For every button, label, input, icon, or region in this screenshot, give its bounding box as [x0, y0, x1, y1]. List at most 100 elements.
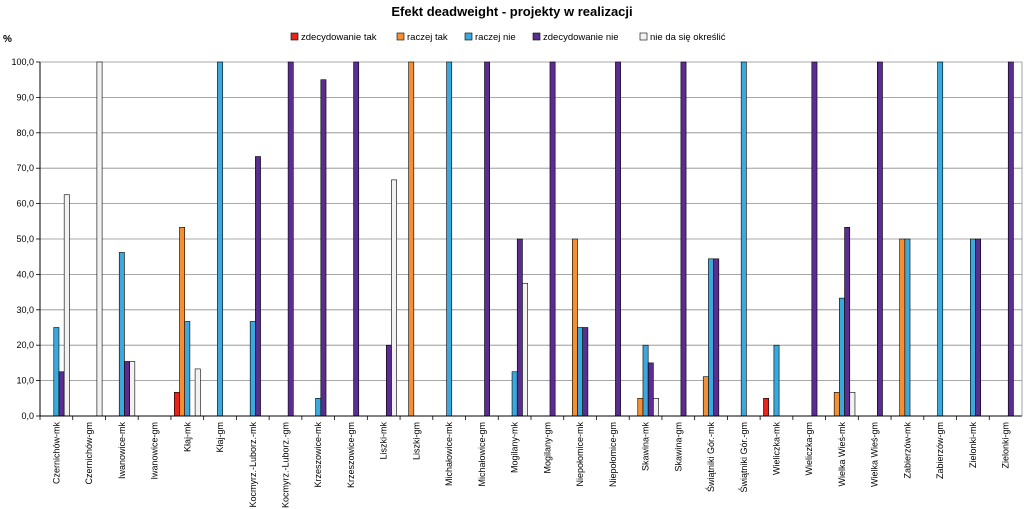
bar-raczej-nie-22: [773, 344, 780, 417]
x-tick-label: Iwanowice-gm: [150, 422, 160, 480]
legend: zdecydowanie tak raczej tak raczej nie zdec…: [290, 32, 726, 43]
gridlines: [40, 61, 1022, 417]
x-tick-label: Kłaj-gm: [215, 422, 225, 453]
legend-label-2: raczej nie: [475, 32, 516, 43]
x-tick-label: Czernichów-mk: [51, 422, 61, 485]
x-tick-label: Wielka Wieś-gm: [870, 422, 880, 487]
bar-zdecydowanie-nie-13: [484, 61, 490, 417]
bar-raczej-nie-28: [969, 238, 976, 417]
x-tick-label: Wielka Wieś-mk: [837, 422, 847, 487]
legend-swatch-0: [290, 32, 299, 41]
bar-zdecydowanie-nie-2: [124, 361, 130, 417]
bar-zdecydowanie-nie-0: [58, 371, 65, 417]
bar-zdecydowanie-nie-15: [549, 61, 556, 417]
x-tick-labels: Czernichów-mk Czernichów-gm Iwanowice-mk Iw…: [51, 422, 1010, 509]
bar-zdecydowanie-nie-18: [647, 362, 654, 417]
legend-swatch-1: [396, 32, 405, 41]
bar-raczej-tak-18: [637, 397, 644, 417]
bar-raczej-nie-20: [708, 258, 714, 417]
bar-raczej-nie-8: [315, 397, 322, 417]
y-tick-label: 40,0: [16, 269, 34, 279]
x-tick-label: Skawina-gm: [673, 422, 683, 472]
bar-raczej-tak-16: [571, 238, 578, 417]
bar-raczej-nie-12: [446, 61, 453, 417]
x-tick-label: Michałowice-gm: [477, 422, 487, 487]
y-tick-label: 30,0: [16, 305, 34, 315]
bar-raczej-nie-16: [577, 327, 583, 417]
x-tick-label: Liszki-gm: [411, 422, 421, 460]
bar-raczej-nie-2: [118, 252, 125, 417]
x-tick-label: Mogilany-gm: [542, 422, 552, 474]
x-tick-label: Wieliczka-gm: [804, 422, 814, 476]
bar-raczej-nie-14: [511, 371, 518, 417]
bar-zdecydowanie-tak-4: [174, 391, 180, 417]
x-tick-label: Skawina-mk: [641, 422, 651, 472]
bar-raczej-tak-11: [408, 61, 415, 417]
bar-zdecydowanie-nie-24: [844, 227, 851, 417]
bar-zdecydowanie-nie-29: [1007, 61, 1014, 417]
x-tick-label: Świątniki Gór.-mk: [705, 422, 716, 493]
y-tick-label: 80,0: [16, 128, 34, 138]
y-tick-label: 70,0: [16, 163, 34, 173]
bar-nie-da-się-określić-10: [391, 179, 397, 417]
bar-zdecydowanie-tak-22: [763, 397, 769, 417]
bar-nie-da-się-określić-1: [96, 61, 103, 417]
x-tick-label: Krzeszowice-mk: [313, 422, 323, 488]
bar-zdecydowanie-nie-8: [320, 79, 327, 417]
bar-zdecydowanie-nie-14: [516, 238, 523, 417]
y-tick-labels: 0,0 10,0 20,0 30,0 40,0 50,0 60,0 70,0 80,0 90,0 1…: [11, 57, 40, 421]
bar-raczej-tak-4: [179, 227, 185, 417]
bar-nie-da-się-określić-0: [63, 194, 70, 417]
y-tick-label: 0,0: [21, 411, 34, 421]
bar-zdecydowanie-nie-7: [287, 61, 294, 417]
bar-raczej-tak-24: [833, 391, 840, 417]
x-tick-label: Kocmyrz.-Luborz.-mk: [248, 422, 258, 508]
x-tick-label: Wieliczka-mk: [772, 422, 782, 475]
y-tick-label: 20,0: [16, 340, 34, 350]
bar-zdecydowanie-nie-20: [713, 258, 720, 417]
x-tick-label: Iwanowice-mk: [117, 422, 127, 480]
x-tick-label: Mogilany-mk: [510, 422, 520, 474]
x-tick-label: Czernichów-gm: [84, 422, 94, 485]
bar-raczej-nie-5: [217, 61, 223, 417]
x-tick-label: Krzeszowice-gm: [346, 422, 356, 488]
bar-raczej-nie-18: [642, 344, 649, 417]
x-tick-label: Liszki-mk: [379, 422, 389, 460]
bar-nie-da-się-określić-18: [653, 397, 659, 417]
bar-zdecydowanie-nie-25: [876, 61, 883, 417]
bar-zdecydowanie-nie-16: [582, 327, 589, 417]
bar-zdecydowanie-nie-9: [353, 61, 360, 417]
x-tick-label: Świątniki Gór.-gm: [738, 422, 749, 493]
bar-raczej-nie-26: [904, 238, 911, 417]
bar-raczej-nie-0: [53, 327, 60, 417]
chart-title: Efekt deadweight - projekty w realizacji: [391, 4, 632, 19]
legend-swatch-4: [639, 32, 648, 41]
y-axis-label: %: [3, 34, 12, 45]
bar-nie-da-się-określić-2: [129, 361, 136, 417]
bar-raczej-nie-24: [839, 297, 845, 417]
x-tick-label: Michałowice-mk: [444, 422, 454, 487]
bar-raczej-nie-6: [249, 321, 256, 417]
legend-swatch-3: [532, 32, 541, 41]
bar-zdecydowanie-nie-10: [385, 344, 392, 417]
x-tick-label: Kłaj-mk: [182, 422, 192, 453]
x-tick-label: Zabierzów-gm: [935, 422, 945, 479]
legend-label-3: zdecydowanie nie: [543, 32, 619, 43]
bar-raczej-tak-20: [702, 376, 709, 417]
bars: [53, 61, 1014, 417]
x-tick-label: Niepołomice-gm: [608, 422, 618, 487]
bar-zdecydowanie-nie-28: [975, 238, 981, 417]
x-tick-label: Zielonki-mk: [968, 422, 978, 469]
bar-nie-da-się-określić-14: [522, 282, 528, 417]
legend-label-4: nie da się określić: [650, 32, 726, 43]
bar-raczej-tak-26: [899, 238, 906, 417]
legend-label-0: zdecydowanie tak: [301, 32, 377, 43]
y-tick-label: 100,0: [11, 57, 34, 67]
bar-raczej-nie-4: [184, 321, 191, 417]
bar-zdecydowanie-nie-17: [615, 61, 621, 417]
legend-label-1: raczej tak: [407, 32, 448, 43]
x-tick-label: Niepołomice-mk: [575, 422, 585, 487]
y-tick-label: 10,0: [16, 376, 34, 386]
bar-raczej-nie-21: [740, 61, 747, 417]
